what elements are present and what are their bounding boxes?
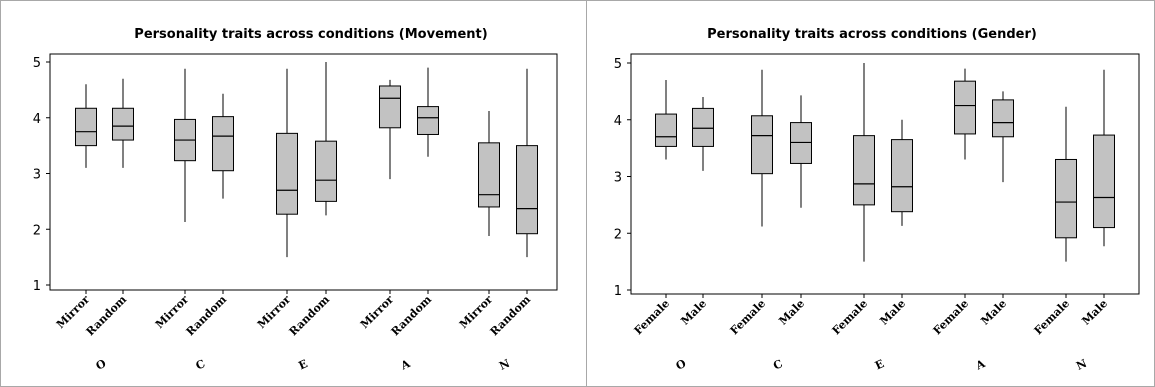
iqr-box [1093, 134, 1115, 229]
iqr-box [655, 113, 677, 147]
box-N-female [1055, 106, 1077, 262]
box-N-random [516, 68, 538, 258]
x-group-label: N [1074, 357, 1089, 373]
box-N-male [1093, 69, 1115, 247]
iqr-box [212, 116, 234, 172]
iqr-box [315, 140, 337, 202]
x-group-label: N [497, 357, 512, 373]
y-tick-label: 4 [33, 112, 41, 127]
plot-area [49, 53, 558, 291]
box-A-female [954, 68, 976, 160]
iqr-box [379, 85, 401, 129]
box-C-female [751, 69, 773, 227]
iqr-box [516, 145, 538, 235]
y-tick-label: 1 [33, 279, 41, 294]
chart-title: Personality traits across conditions (Mo… [134, 27, 487, 42]
iqr-box [417, 106, 439, 135]
y-tick-label: 3 [33, 168, 41, 183]
y-tick-label: 5 [33, 56, 41, 71]
box-C-male [790, 95, 812, 208]
iqr-box [112, 107, 134, 141]
chart-title: Personality traits across conditions (Ge… [707, 27, 1037, 42]
y-tick-label: 5 [614, 57, 622, 72]
box-O-male [692, 97, 714, 171]
iqr-box [853, 135, 875, 206]
y-axis: 1 2 3 4 5 [33, 56, 50, 294]
iqr-box [751, 115, 773, 175]
box-E-random [315, 62, 337, 216]
box-C-mirror [174, 68, 196, 223]
iqr-box [276, 132, 298, 215]
iqr-box [692, 107, 714, 147]
box-E-female [853, 63, 875, 262]
y-tick-label: 3 [614, 171, 622, 186]
plot-area [630, 53, 1140, 295]
box-A-random [417, 67, 439, 157]
iqr-box [1055, 158, 1077, 239]
y-tick-label: 1 [614, 284, 622, 299]
box-O-random [112, 78, 134, 168]
box-C-random [212, 93, 234, 199]
box-E-mirror [276, 68, 298, 258]
box-O-mirror [75, 84, 97, 168]
box-series [75, 62, 538, 258]
iqr-box [954, 80, 976, 135]
iqr-box [478, 142, 500, 208]
box-E-male [891, 119, 913, 226]
iqr-box [75, 107, 97, 147]
y-tick-label: 4 [614, 114, 622, 129]
box-A-male [992, 91, 1014, 183]
y-tick-label: 2 [33, 223, 41, 238]
y-tick-label: 2 [614, 227, 622, 242]
iqr-box [992, 99, 1014, 138]
iqr-box [891, 139, 913, 213]
box-O-female [655, 80, 677, 160]
box-A-mirror [379, 79, 401, 180]
y-axis: 1 2 3 4 5 [614, 57, 631, 299]
box-N-mirror [478, 111, 500, 236]
box-series [655, 63, 1115, 262]
